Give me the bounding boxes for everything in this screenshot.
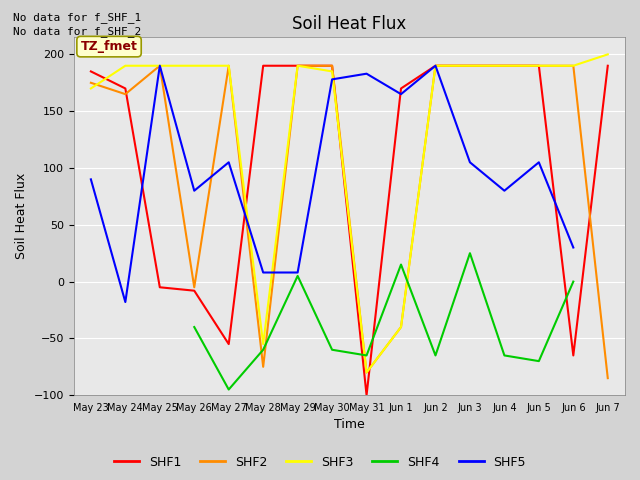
- Text: No data for f_SHF_1: No data for f_SHF_1: [13, 12, 141, 23]
- Text: No data for f_SHF_2: No data for f_SHF_2: [13, 26, 141, 37]
- Y-axis label: Soil Heat Flux: Soil Heat Flux: [15, 173, 28, 259]
- Title: Soil Heat Flux: Soil Heat Flux: [292, 15, 406, 33]
- X-axis label: Time: Time: [334, 419, 365, 432]
- Text: TZ_fmet: TZ_fmet: [81, 40, 138, 53]
- Legend: SHF1, SHF2, SHF3, SHF4, SHF5: SHF1, SHF2, SHF3, SHF4, SHF5: [109, 451, 531, 474]
